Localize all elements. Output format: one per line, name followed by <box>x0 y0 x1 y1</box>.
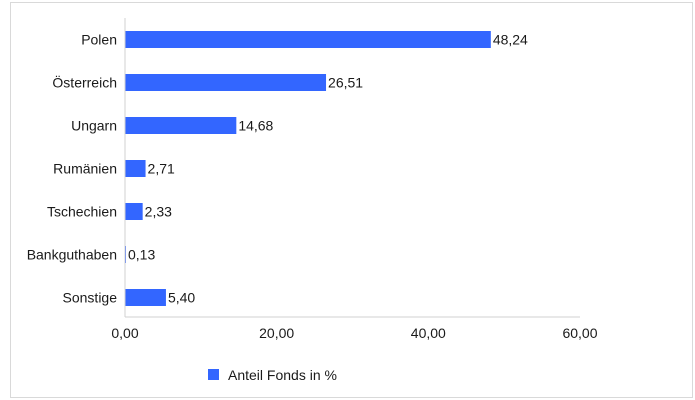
value-label: 2,33 <box>145 204 172 220</box>
value-label: 26,51 <box>328 75 363 91</box>
bar <box>125 74 327 91</box>
value-label: 14,68 <box>238 118 273 134</box>
category-label: Österreich <box>52 74 117 91</box>
legend-swatch <box>208 369 219 380</box>
x-tick-label: 60,00 <box>562 325 597 341</box>
value-label: 5,40 <box>168 290 195 306</box>
bar <box>125 160 146 177</box>
legend: Anteil Fonds in % <box>208 367 337 383</box>
bars <box>125 31 491 306</box>
category-label: Ungarn <box>71 118 117 134</box>
bar <box>125 117 237 134</box>
x-tick-label: 40,00 <box>411 325 446 341</box>
x-tick-label: 20,00 <box>259 325 294 341</box>
legend-label: Anteil Fonds in % <box>228 367 337 383</box>
category-label: Bankguthaben <box>27 247 117 263</box>
chart-frame <box>10 2 693 398</box>
x-tick-labels: 0,00 20,00 40,00 60,00 <box>111 325 597 341</box>
category-label: Polen <box>81 32 117 48</box>
category-labels: Polen Österreich Ungarn Rumänien Tschechien B… <box>27 32 118 306</box>
value-label: 48,24 <box>493 32 528 48</box>
bar <box>125 31 491 48</box>
category-label: Tschechien <box>47 204 117 220</box>
value-labels: 48,24 26,51 14,68 2,71 2,33 0,13 5,40 <box>128 32 528 306</box>
bar <box>125 203 143 220</box>
x-tick-label: 0,00 <box>111 325 138 341</box>
bar <box>125 289 166 306</box>
category-label: Rumänien <box>53 161 117 177</box>
value-label: 0,13 <box>128 247 155 263</box>
value-label: 2,71 <box>148 161 175 177</box>
category-label: Sonstige <box>63 290 118 306</box>
